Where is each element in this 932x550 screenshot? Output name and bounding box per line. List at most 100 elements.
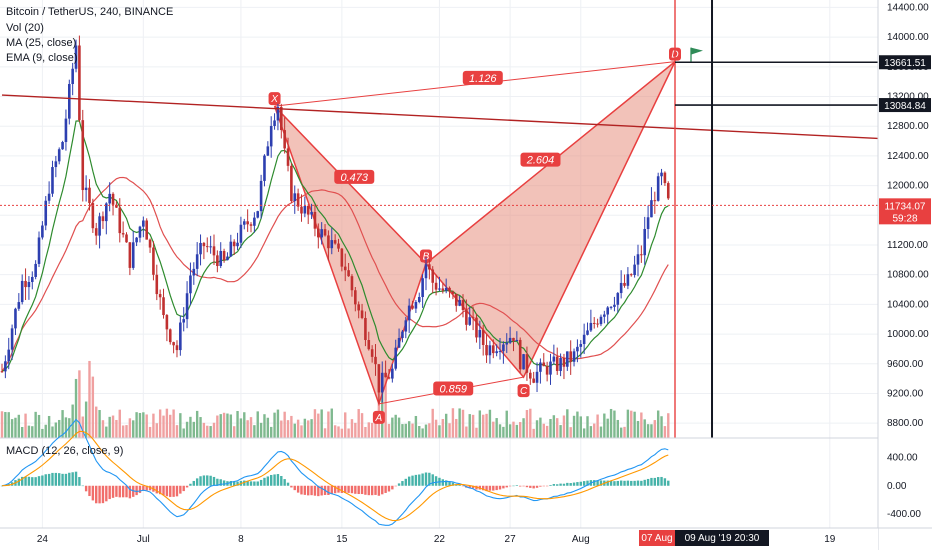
candle-body xyxy=(273,120,276,126)
macd-histogram-bar xyxy=(84,485,88,492)
candle-body xyxy=(337,243,340,249)
volume-bar xyxy=(91,376,95,438)
macd-histogram-bar xyxy=(182,485,185,492)
candle-body xyxy=(414,301,418,309)
macd-tick-label: 0.00 xyxy=(887,481,907,492)
macd-histogram-bar xyxy=(532,485,535,489)
macd-histogram-bar xyxy=(418,474,421,486)
candle-body xyxy=(0,371,4,373)
chart-overlays[interactable] xyxy=(0,0,879,438)
macd-histogram-bar xyxy=(249,481,253,486)
candle-body xyxy=(461,300,465,310)
candle-body xyxy=(569,351,572,362)
ratio-xb: 0.473 xyxy=(341,172,369,184)
candle-body xyxy=(172,342,175,346)
candle-body xyxy=(47,193,51,201)
candle-body xyxy=(158,294,162,298)
candle-body xyxy=(78,45,81,121)
candle-body xyxy=(212,246,216,256)
macd-histogram-bar xyxy=(613,481,616,486)
volume-bar xyxy=(158,409,162,438)
candle-body xyxy=(17,302,21,309)
volume-bar xyxy=(545,425,549,438)
candle-body xyxy=(327,235,330,249)
volume-bar xyxy=(562,415,566,438)
volume-bar xyxy=(303,418,307,438)
candle-body xyxy=(239,224,243,243)
macd-histogram-bar xyxy=(290,485,293,488)
volume-bar xyxy=(377,375,381,438)
volume-bar xyxy=(623,426,626,438)
macd-histogram-bar xyxy=(505,485,508,488)
candle-body xyxy=(508,337,512,343)
volume-bar xyxy=(192,421,196,438)
point-c: C xyxy=(520,386,528,397)
macd-histogram-bar xyxy=(229,480,233,486)
macd-histogram-bar xyxy=(656,477,660,486)
macd-histogram-bar xyxy=(381,485,384,495)
volume-bar xyxy=(646,424,650,438)
macd-histogram-bar xyxy=(650,477,653,486)
trendline xyxy=(1,94,879,140)
candle-body xyxy=(562,358,566,367)
volume-bar xyxy=(239,418,243,438)
volume-bar xyxy=(633,411,636,438)
volume-bar xyxy=(115,419,118,438)
candle-body xyxy=(306,205,310,215)
candle-body xyxy=(4,361,7,372)
volume-bar xyxy=(505,410,508,438)
candle-body xyxy=(249,224,253,226)
volume-bar xyxy=(552,415,556,438)
macd-histogram-bar xyxy=(155,485,158,494)
macd-histogram-bar xyxy=(175,485,179,497)
volume-bar xyxy=(640,412,643,438)
candle-body xyxy=(401,331,404,338)
candle-body xyxy=(650,200,653,218)
candle-body xyxy=(74,45,78,69)
candle-body xyxy=(380,372,384,393)
candle-body xyxy=(54,161,58,168)
macd-histogram-bar xyxy=(508,485,512,487)
candle-body xyxy=(424,264,428,279)
legend-ema: EMA (9, close) xyxy=(6,52,78,64)
candle-body xyxy=(162,297,165,316)
volume-bar xyxy=(576,411,579,438)
price-level-tag: 13661.51 xyxy=(884,58,926,69)
candle-body xyxy=(360,310,364,318)
candle-body xyxy=(108,193,111,204)
candle-body xyxy=(41,225,44,238)
volume-bar xyxy=(515,424,519,438)
candle-body xyxy=(333,240,337,244)
price-tick-label: 13200.00 xyxy=(887,92,929,103)
macd-histogram-bar xyxy=(125,485,128,498)
volume-bar xyxy=(636,420,640,438)
candle-body xyxy=(192,268,196,276)
candle-body xyxy=(182,319,186,323)
candle-body xyxy=(263,155,266,181)
volume-bar xyxy=(448,423,451,438)
signal-line xyxy=(1,430,669,522)
macd-histogram-bar xyxy=(293,485,296,491)
candle-body xyxy=(68,84,71,119)
price-tick-label: 12800.00 xyxy=(887,121,929,132)
macd-histogram-bar xyxy=(512,485,515,487)
macd-histogram-bar xyxy=(259,479,263,486)
time-tick-label: 19 xyxy=(824,534,836,545)
candle-body xyxy=(91,203,95,229)
candle-body xyxy=(549,361,552,375)
macd-histogram-bar xyxy=(519,485,522,487)
volume-bar xyxy=(20,426,24,438)
candle-body xyxy=(34,263,37,277)
point-b-bg xyxy=(419,249,432,263)
candle-body xyxy=(128,242,132,268)
candle-body xyxy=(37,237,41,264)
price-tick-label: 10000.00 xyxy=(887,329,929,340)
volume-bar xyxy=(495,418,498,438)
macd-histogram-bar xyxy=(404,478,407,486)
volume-bar xyxy=(41,428,44,438)
candle-body xyxy=(131,242,135,268)
macd-histogram-bar xyxy=(441,479,445,486)
macd-histogram-bar xyxy=(169,485,172,497)
volume-bar xyxy=(88,360,91,438)
